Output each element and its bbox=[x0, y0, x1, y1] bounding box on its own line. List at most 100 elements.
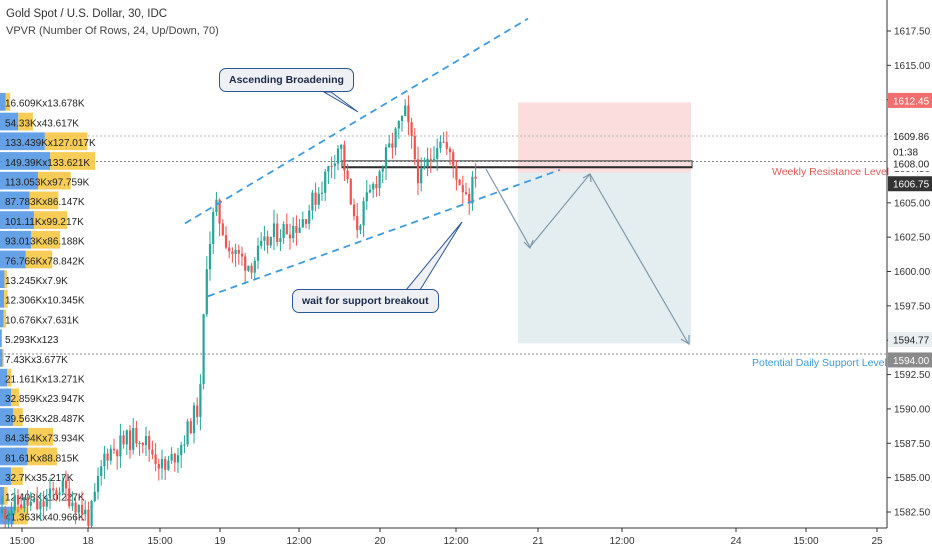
volume-profile-label: 39.563Kx28.487K bbox=[5, 414, 85, 425]
candle-body bbox=[317, 193, 320, 205]
candle-body bbox=[208, 243, 212, 270]
candle-body bbox=[164, 459, 167, 470]
candle-body bbox=[442, 141, 445, 143]
candle-body bbox=[282, 224, 285, 239]
candle-body bbox=[439, 141, 442, 149]
candle-body bbox=[176, 455, 180, 463]
volume-profile-up-bar bbox=[0, 230, 32, 249]
volume-profile-up-bar bbox=[0, 152, 51, 170]
pattern-callout[interactable]: Ascending Broadening bbox=[219, 68, 354, 92]
volume-profile-down-bar bbox=[44, 132, 88, 151]
volume-profile-up-bar bbox=[0, 93, 6, 111]
candle-body bbox=[151, 449, 154, 455]
time-tick-label: 20 bbox=[374, 536, 386, 547]
candle-body bbox=[244, 256, 247, 271]
candle-body bbox=[295, 225, 298, 233]
support-callout[interactable]: wait for support breakout bbox=[292, 289, 439, 313]
candle-body bbox=[285, 224, 288, 235]
current-price-badge-bg bbox=[888, 92, 932, 108]
candle-body bbox=[276, 223, 279, 242]
time-tick-label: 12:00 bbox=[443, 536, 468, 547]
candle-body bbox=[391, 143, 394, 148]
candle-body bbox=[224, 235, 228, 248]
volume-profile-up-bar bbox=[0, 349, 3, 367]
candle-body bbox=[32, 498, 36, 502]
candle-body bbox=[420, 168, 423, 184]
candle-body bbox=[103, 453, 106, 467]
candle-body bbox=[180, 444, 183, 456]
countdown-badge: 01:38 bbox=[893, 148, 918, 159]
volume-profile-up-bar bbox=[0, 250, 26, 269]
volume-profile-down-bar bbox=[31, 230, 61, 249]
candle-body bbox=[432, 158, 436, 160]
candle-body bbox=[199, 384, 202, 417]
candle-body bbox=[74, 502, 77, 513]
badge-1608-00: 1608.00 bbox=[893, 160, 930, 171]
candle-body bbox=[404, 105, 407, 116]
candle-body bbox=[0, 508, 4, 514]
candle-body bbox=[426, 158, 429, 166]
lower-trendline bbox=[207, 168, 561, 298]
volume-profile-label: 32.859Kx23.947K bbox=[5, 394, 85, 405]
candle-body bbox=[279, 238, 282, 242]
candle-body bbox=[269, 236, 272, 246]
volume-profile-down-bar bbox=[11, 388, 20, 407]
candle-body bbox=[112, 448, 116, 451]
price-tick-label: 1585.00 bbox=[894, 473, 931, 484]
volume-profile-down-bar bbox=[33, 211, 68, 229]
candle-body bbox=[218, 199, 221, 224]
candle-body bbox=[346, 170, 349, 180]
volume-profile-up-bar bbox=[0, 368, 8, 387]
candle-body bbox=[100, 466, 103, 476]
candle-body bbox=[132, 427, 135, 450]
candle-body bbox=[311, 192, 314, 211]
candle-body bbox=[272, 223, 276, 237]
candle-body bbox=[4, 508, 7, 520]
current-price-badge: 1612.45 bbox=[893, 96, 930, 107]
candle-body bbox=[458, 179, 461, 186]
candle-body bbox=[324, 171, 327, 193]
candle-body bbox=[397, 121, 400, 129]
indicator-title[interactable]: VPVR (Number Of Rows, 24, Up/Down, 70) bbox=[6, 25, 219, 37]
candle-body bbox=[189, 421, 192, 434]
candle-body bbox=[429, 158, 432, 160]
badge-1609-86: 1609.86 bbox=[893, 132, 930, 143]
candle-body bbox=[13, 495, 16, 511]
candle-body bbox=[87, 509, 90, 526]
candle-body bbox=[125, 430, 128, 445]
candle-body bbox=[413, 135, 416, 160]
badge-1594-77: 1594.77 bbox=[893, 335, 930, 346]
symbol-title[interactable]: Gold Spot / U.S. Dollar, 30, IDC bbox=[6, 8, 168, 20]
candle-body bbox=[359, 225, 362, 231]
candle-body bbox=[231, 251, 234, 254]
candle-body bbox=[333, 163, 336, 167]
candle-body bbox=[128, 430, 132, 450]
candle-body bbox=[157, 464, 160, 469]
time-tick-label: 25 bbox=[871, 536, 883, 547]
candle-body bbox=[343, 144, 346, 171]
candle-body bbox=[141, 442, 144, 446]
chart-legend: Gold Spot / U.S. Dollar, 30, IDC VPVR (N… bbox=[6, 6, 219, 40]
time-tick-label: 24 bbox=[730, 536, 742, 547]
candle-body bbox=[474, 176, 477, 179]
candle-body bbox=[330, 165, 333, 167]
candle-body bbox=[260, 240, 263, 246]
time-tick-label: 19 bbox=[214, 536, 226, 547]
price-axis-bg bbox=[887, 0, 932, 550]
volume-profile-down-bar bbox=[2, 349, 4, 367]
price-tick-label: 1582.50 bbox=[894, 508, 931, 519]
candle-body bbox=[304, 219, 308, 224]
candle-body bbox=[7, 515, 10, 520]
price-tick-label: 1615.00 bbox=[894, 61, 931, 72]
volume-profile-label: 32.7Kx35.217K bbox=[5, 473, 74, 484]
candle-body bbox=[173, 453, 176, 463]
volume-profile-label: 10.676Kx7.631K bbox=[5, 315, 79, 326]
volume-profile-up-bar bbox=[0, 191, 30, 210]
volume-profile-up-bar bbox=[0, 112, 19, 131]
candle-body bbox=[138, 442, 141, 444]
time-tick-label: 12:00 bbox=[286, 536, 311, 547]
candle-body bbox=[196, 405, 199, 417]
candle-body bbox=[144, 436, 148, 446]
candle-body bbox=[253, 260, 256, 273]
